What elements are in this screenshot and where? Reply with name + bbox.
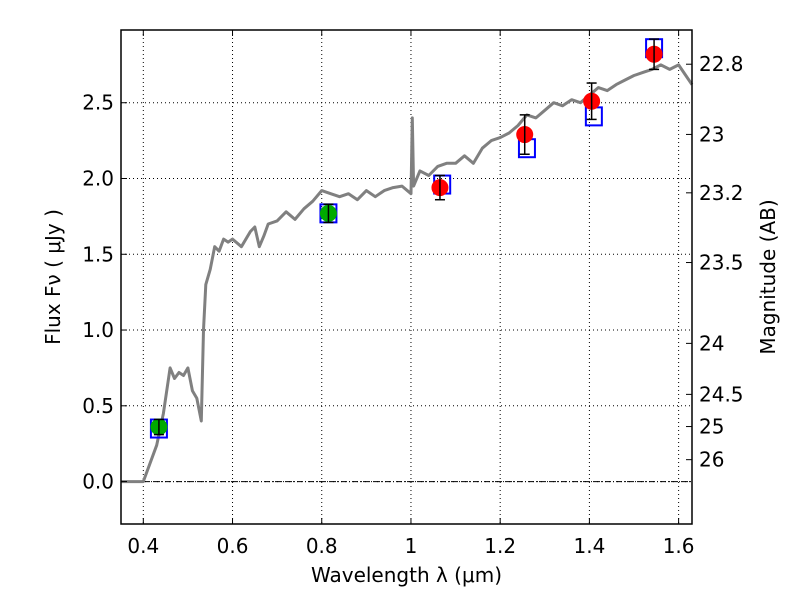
y-tick-label: 1.5 bbox=[82, 242, 114, 266]
y-tick-label: 0.0 bbox=[82, 470, 114, 494]
x-axis-title: Wavelength λ (μm) bbox=[311, 563, 502, 587]
y2-tick-label: 24.5 bbox=[699, 382, 744, 406]
y2-tick-label: 23.2 bbox=[699, 181, 744, 205]
model-flux-marker bbox=[584, 106, 603, 127]
x-tick-label: 0.6 bbox=[217, 534, 249, 558]
plot-area bbox=[121, 38, 694, 484]
y2-tick-label: 26 bbox=[699, 448, 724, 472]
y2-tick-label: 24 bbox=[699, 331, 724, 355]
y-tick-label: 0.5 bbox=[82, 394, 114, 418]
model-spectrum-line bbox=[121, 63, 694, 484]
y-axis-title: Flux Fν ( μJy ) bbox=[41, 209, 65, 345]
x-tick-label: 0.4 bbox=[127, 534, 159, 558]
plot-frame bbox=[120, 29, 693, 525]
x-tick-label: 1 bbox=[405, 534, 418, 558]
y2-tick-label: 23.5 bbox=[699, 251, 744, 275]
y2-tick-label: 25 bbox=[699, 415, 724, 439]
x-tick-label: 1.6 bbox=[663, 534, 695, 558]
y-tick-label: 2.0 bbox=[82, 167, 114, 191]
secondary-y-axis-title: Magnitude (AB) bbox=[756, 199, 780, 354]
y2-tick-label: 23 bbox=[699, 122, 724, 146]
x-tick-label: 1.2 bbox=[484, 534, 516, 558]
y-tick-label: 1.0 bbox=[82, 318, 114, 342]
y-tick-label: 2.5 bbox=[82, 91, 114, 115]
x-tick-label: 1.4 bbox=[573, 534, 605, 558]
y2-tick-label: 22.8 bbox=[699, 52, 744, 76]
axis-ticks: 0.4 0.6 0.8 1 1.2 1.4 1.6 0.0 0.5 1.0 1.5 2.0 2.5 22.… bbox=[82, 30, 744, 558]
x-tick-label: 0.8 bbox=[306, 534, 338, 558]
